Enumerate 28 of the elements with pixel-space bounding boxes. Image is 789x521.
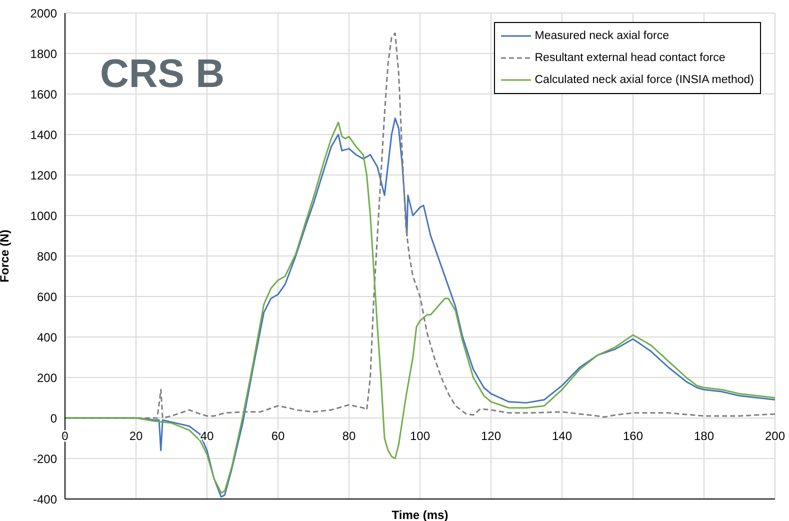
x-tick-label: 180 (694, 429, 714, 443)
y-tick-label: 600 (36, 290, 58, 304)
legend-label: Calculated neck axial force (INSIA method) (534, 74, 754, 86)
y-tick-label: 1600 (30, 87, 58, 102)
x-tick-label: 100 (410, 429, 430, 443)
legend-label: Measured neck axial force (534, 30, 669, 42)
x-tick-label: 200 (764, 429, 786, 443)
x-tick-label: 40 (200, 429, 214, 443)
y-tick-label: -400 (32, 492, 58, 506)
y-axis-title: Force (N) (0, 230, 12, 282)
y-tick-label: 400 (36, 330, 58, 344)
annotation: CRS B (100, 52, 224, 97)
x-tick-label: 20 (129, 429, 143, 443)
x-tick-label: 120 (480, 429, 502, 443)
y-tick-label: 1000 (30, 208, 58, 223)
y-tick-label: 1800 (30, 46, 58, 61)
x-tick-label: 140 (552, 429, 572, 443)
y-tick-label: 0 (50, 411, 58, 426)
legend-label: Resultant external head contact force (534, 52, 726, 64)
y-tick-label: 200 (36, 370, 58, 385)
x-tick-label: 60 (271, 429, 285, 443)
y-tick-label: 2000 (30, 6, 58, 20)
y-tick-label: 1200 (30, 168, 58, 182)
y-tick-label: -200 (32, 452, 58, 466)
x-tick-label: 80 (342, 429, 356, 443)
y-tick-label: 1400 (30, 128, 58, 142)
x-tick-label: 160 (622, 429, 644, 443)
y-tick-label: 800 (36, 249, 58, 264)
